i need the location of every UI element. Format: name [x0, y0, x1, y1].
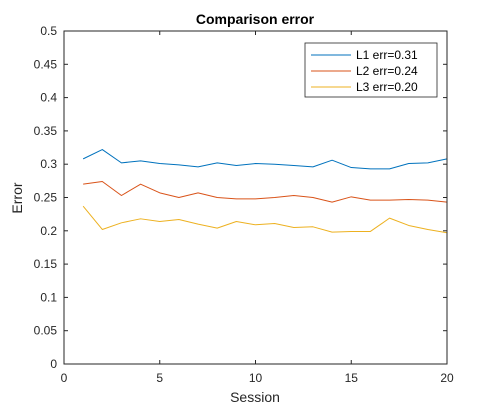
- y-tick-label: 0.25: [34, 191, 58, 205]
- legend-box: [304, 42, 438, 98]
- legend-label-2: L2 err=0.24: [356, 64, 418, 78]
- legend-label-3: L3 err=0.20: [356, 80, 418, 94]
- legend-label-1: L1 err=0.31: [356, 48, 418, 62]
- y-tick-label: 0.15: [34, 257, 58, 271]
- legend-items: L1 err=0.31 L2 err=0.24 L3 err=0.20: [311, 48, 418, 94]
- series-line-1: [82, 149, 448, 170]
- x-tick-label: 15: [345, 371, 359, 385]
- series-line-3: [82, 205, 448, 234]
- y-tick-label: 0.5: [40, 24, 57, 38]
- legend: L1 err=0.31 L2 err=0.24 L3 err=0.20: [304, 42, 438, 98]
- y-tick-label: 0.4: [40, 91, 57, 105]
- y-tick-label: 0.1: [40, 290, 57, 304]
- x-axis-label: Session: [230, 389, 280, 405]
- y-tick-label: 0.3: [40, 157, 57, 171]
- y-tick-label: 0.05: [34, 324, 58, 338]
- x-tick-label: 5: [156, 371, 163, 385]
- series-line-2: [83, 181, 448, 203]
- y-tick-label: 0.35: [34, 124, 58, 138]
- x-tick-label: 10: [249, 371, 263, 385]
- y-tick-label: 0.45: [34, 57, 58, 71]
- y-tick-label: 0: [50, 357, 57, 371]
- x-tick-label: 20: [440, 371, 454, 385]
- y-tick-label: 0.2: [40, 224, 57, 238]
- y-axis-label: Error: [9, 182, 25, 213]
- chart-title: Comparison error: [196, 11, 315, 27]
- ticks-group: 0 5 10 15 20 0 0.05 0.1 0.15 0.2 0.25 0.3 0.35 0.4 0.4…: [34, 24, 454, 385]
- series-group: [82, 149, 448, 234]
- x-tick-label: 0: [61, 371, 68, 385]
